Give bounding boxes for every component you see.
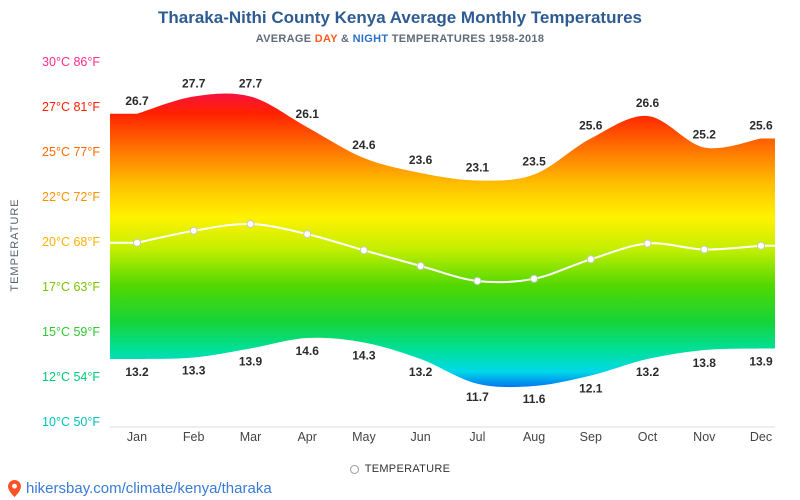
day-value-label: 25.6 bbox=[749, 119, 773, 133]
x-axis-label: Apr bbox=[297, 430, 316, 444]
y-axis-tick-label: 27°C 81°F bbox=[42, 100, 100, 114]
x-axis-label: Jan bbox=[127, 430, 147, 444]
night-value-label: 13.9 bbox=[239, 355, 263, 369]
day-value-label: 26.7 bbox=[125, 94, 149, 108]
average-point-marker bbox=[530, 274, 539, 283]
day-value-label: 26.6 bbox=[636, 96, 660, 110]
night-value-label: 12.1 bbox=[579, 382, 603, 396]
subtitle-join: & bbox=[337, 33, 353, 45]
subtitle-suffix: TEMPERATURES 1958-2018 bbox=[388, 33, 545, 45]
day-value-label: 27.7 bbox=[239, 77, 263, 91]
chart-title: Tharaka-Nithi County Kenya Average Month… bbox=[158, 8, 642, 27]
x-axis-label: Feb bbox=[183, 430, 205, 444]
subtitle-prefix: AVERAGE bbox=[255, 33, 315, 45]
location-pin-icon bbox=[8, 480, 21, 497]
night-value-label: 13.3 bbox=[182, 364, 206, 378]
footer: hikersbay.com/climate/kenya/tharaka bbox=[8, 480, 272, 497]
day-value-label: 25.2 bbox=[693, 128, 717, 142]
average-point-marker bbox=[133, 238, 141, 247]
y-axis-tick-label: 17°C 63°F bbox=[42, 280, 100, 294]
day-value-label: 24.6 bbox=[352, 138, 376, 152]
x-axis-label: May bbox=[352, 430, 376, 444]
x-axis-label: Jun bbox=[411, 430, 431, 444]
average-point-marker bbox=[643, 239, 652, 248]
average-point-marker bbox=[303, 230, 312, 239]
night-value-label: 13.2 bbox=[125, 365, 149, 379]
chart-subtitle: AVERAGE DAY & NIGHT TEMPERATURES 1958-20… bbox=[0, 33, 800, 45]
night-value-label: 13.8 bbox=[693, 356, 717, 370]
average-point-marker bbox=[189, 226, 198, 235]
footer-site-link[interactable]: hikersbay.com/climate/kenya/tharaka bbox=[26, 480, 272, 497]
average-point-marker bbox=[757, 241, 765, 250]
night-value-label: 13.2 bbox=[636, 365, 660, 379]
x-axis-label: Oct bbox=[638, 430, 658, 444]
x-axis-label: Sep bbox=[580, 430, 602, 444]
subtitle-day-word: DAY bbox=[314, 33, 338, 45]
average-point-marker bbox=[359, 246, 368, 255]
x-axis-label: Mar bbox=[240, 430, 262, 444]
average-point-marker bbox=[246, 220, 255, 228]
average-point-marker bbox=[700, 245, 709, 254]
legend-circle-marker-icon bbox=[349, 464, 359, 474]
y-axis-tick-label: 10°C 50°F bbox=[42, 415, 100, 429]
night-value-label: 13.9 bbox=[749, 355, 773, 369]
day-value-label: 27.7 bbox=[182, 77, 206, 91]
legend-item-temperature[interactable]: TEMPERATURE bbox=[0, 463, 800, 475]
night-value-label: 11.6 bbox=[523, 392, 546, 406]
day-value-label: 23.5 bbox=[522, 155, 546, 169]
y-axis-tick-label: 25°C 77°F bbox=[42, 145, 100, 159]
y-axis-tick-label: 20°C 68°F bbox=[42, 235, 100, 249]
y-axis-tick-label: 30°C 86°F bbox=[42, 55, 100, 69]
x-axis-label: Aug bbox=[523, 430, 545, 444]
day-value-label: 26.1 bbox=[296, 107, 320, 121]
subtitle-night-word: NIGHT bbox=[352, 33, 389, 45]
x-axis-label: Dec bbox=[750, 430, 772, 444]
temperature-area-chart: 26.7 27.7 27.7 26.1 24.6 23.6 23.1 23.5 25.6 26.6… bbox=[42, 55, 775, 444]
night-value-label: 13.2 bbox=[409, 365, 433, 379]
night-value-label: 14.3 bbox=[352, 349, 376, 363]
night-value-label: 14.6 bbox=[296, 344, 320, 358]
x-axis-label: Nov bbox=[693, 430, 716, 444]
y-axis-tick-label: 12°C 54°F bbox=[42, 370, 100, 384]
x-axis-label: Jul bbox=[469, 430, 485, 444]
day-value-label: 23.6 bbox=[409, 153, 433, 167]
day-value-label: 23.1 bbox=[466, 161, 490, 175]
average-point-marker bbox=[586, 255, 595, 264]
day-night-temperature-area bbox=[110, 93, 775, 388]
day-value-label: 25.6 bbox=[579, 119, 603, 133]
y-axis-tick-label: 15°C 59°F bbox=[42, 325, 100, 339]
average-point-marker bbox=[473, 277, 482, 285]
average-point-marker bbox=[416, 262, 425, 270]
y-axis-tick-label: 22°C 72°F bbox=[42, 190, 100, 204]
legend-label: TEMPERATURE bbox=[364, 463, 451, 475]
night-value-label: 11.7 bbox=[466, 390, 489, 404]
average-temperature-line bbox=[110, 222, 775, 284]
